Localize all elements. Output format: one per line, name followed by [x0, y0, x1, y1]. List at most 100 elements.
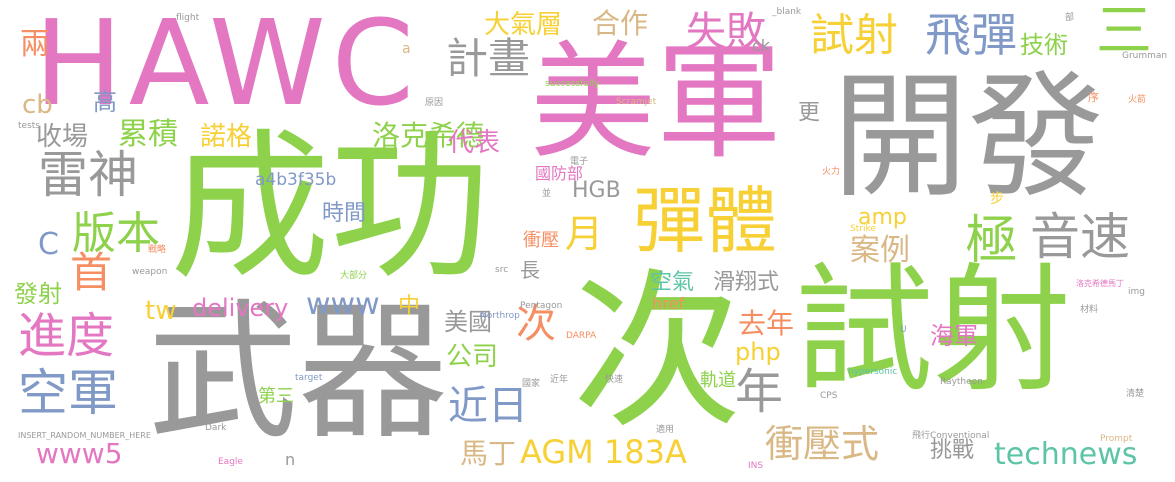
word-cb: cb: [22, 90, 53, 120]
word-nian: 年: [735, 364, 784, 420]
word-dantiti: 彈體: [633, 179, 778, 263]
word-huoli: 火力: [822, 167, 841, 177]
word-shijian: 時間: [322, 201, 367, 226]
word-guofangbu: 國防部: [535, 164, 584, 183]
word-src: src: [495, 265, 509, 275]
word-hgb: HGB: [572, 178, 621, 203]
word-dianzi: 電子: [570, 157, 589, 167]
word-agm: AGM 183A: [520, 433, 687, 471]
word-liang: 兩: [20, 27, 50, 62]
word-a: a: [402, 41, 411, 57]
word-banben: 版本: [72, 208, 160, 259]
word-jinnian: 近年: [550, 375, 569, 385]
word-daqiceng: 大氣層: [484, 10, 563, 40]
word-bu: 部: [1065, 13, 1075, 23]
word-target: target: [295, 373, 323, 383]
word-technews: technews: [994, 437, 1138, 472]
word-mading: 馬丁: [460, 437, 517, 470]
word-qunian: 去年: [738, 307, 795, 340]
word-href: href: [652, 294, 684, 313]
word-jihua: 計畫: [446, 34, 531, 83]
word-raytheon: Raytheon: [940, 377, 983, 387]
word-ck: ck: [752, 36, 771, 55]
word-amp: amp: [858, 205, 907, 230]
word-ins: INS: [748, 461, 764, 471]
word-meijun: 美軍: [530, 29, 782, 176]
word-cps: CPS: [820, 391, 838, 401]
word-feidan: 飛彈: [925, 8, 1017, 62]
word-ji: 極: [956, 212, 1016, 264]
word-shibai: 失敗: [686, 9, 766, 55]
word-flight: flight: [176, 13, 200, 23]
word-shishe-big: 試射: [795, 250, 1072, 411]
word-anli: 案例: [850, 233, 910, 268]
word-shishe-small: 試射: [810, 10, 898, 61]
word-kuaisu: 快速: [605, 375, 624, 385]
word-chongya: 衝壓: [523, 230, 559, 251]
word-tiaozhan: 挑戰: [930, 438, 975, 463]
word-huaxiangshi: 滑翔式: [713, 270, 780, 295]
word-northrop: Northrop: [480, 311, 520, 321]
word-delivery: delivery: [192, 294, 289, 322]
word-haijun: 海軍: [930, 322, 978, 350]
word-lockheed-tw: 洛克希德馬丁: [1076, 279, 1124, 288]
word-yinsu: 音速: [1030, 208, 1130, 266]
word-a4b3: a4b3f35b: [255, 170, 337, 190]
word-u: U: [900, 325, 907, 335]
word-kongjun: 空軍: [18, 364, 118, 422]
word-qinglie: 清楚: [1126, 389, 1145, 399]
word-ci: 次: [572, 254, 743, 452]
word-php: php: [735, 338, 781, 366]
word-meiguo: 美國: [444, 308, 492, 336]
word-leiji: 累積: [118, 117, 178, 152]
word-zhanlue: 戰略: [148, 245, 167, 255]
word-chang: 長: [520, 258, 540, 282]
word-eagle: Eagle: [218, 457, 243, 467]
word-cailiao: 材料: [1080, 305, 1099, 315]
word-img: img: [1128, 287, 1145, 297]
word-tw: tw: [145, 296, 177, 326]
word-yue: 月: [565, 212, 604, 256]
word-chongyashi: 衝壓式: [765, 422, 880, 466]
word-leishen: 雷神: [38, 146, 138, 204]
word-chenggong: 成功: [170, 114, 491, 301]
word-bing: 並: [542, 189, 552, 199]
word-hezuo: 合作: [592, 7, 649, 40]
word-jinri: 近日: [448, 383, 528, 429]
word-scramjet: Scramjet: [616, 97, 657, 107]
word-insert: INSERT_RANDOM_NUMBER_HERE: [18, 431, 151, 440]
word-tests: tests: [18, 121, 40, 131]
word-luokexide: 洛克希德: [372, 119, 485, 152]
word-feixing: 飛行: [912, 431, 931, 441]
word-hypersonic: hypersonic: [848, 367, 898, 377]
word-guidao: 軌道: [700, 370, 736, 391]
word-shouchang: 收場: [36, 122, 89, 152]
word-c: C: [38, 227, 59, 262]
word-ci-small: 次: [516, 301, 556, 347]
word-hawc: HAWC: [34, 0, 421, 132]
word-blank: _blank: [772, 7, 802, 17]
word-zhong: 中: [398, 294, 421, 319]
word-weapon: weapon: [132, 267, 168, 277]
word-strike: Strike: [850, 224, 876, 234]
word-yuanyin: 原因: [425, 98, 444, 108]
word-huojian: 火箭: [1128, 95, 1147, 105]
word-jindu: 進度: [18, 308, 115, 364]
word-disan: 第三: [258, 386, 294, 407]
word-conventional: Conventional: [930, 431, 990, 441]
word-shiyong: 適用: [656, 425, 675, 435]
word-www5: www5: [36, 437, 123, 470]
word-geng: 更: [794, 100, 819, 122]
word-daibiao: 代表: [448, 128, 501, 158]
word-pentagon: Pentagon: [520, 301, 563, 311]
word-nuoge: 諾格: [200, 122, 253, 152]
word-step: 步: [990, 191, 1004, 207]
word-shou: 首: [70, 248, 113, 297]
word-jishu: 技術: [1020, 31, 1068, 59]
word-kaifa: 開發: [832, 59, 1104, 217]
word-xu: 序: [1088, 91, 1099, 104]
word-dark: Dark: [205, 423, 227, 433]
word-fashe: 發射: [14, 280, 62, 308]
word-darpa: DARPA: [566, 331, 597, 341]
